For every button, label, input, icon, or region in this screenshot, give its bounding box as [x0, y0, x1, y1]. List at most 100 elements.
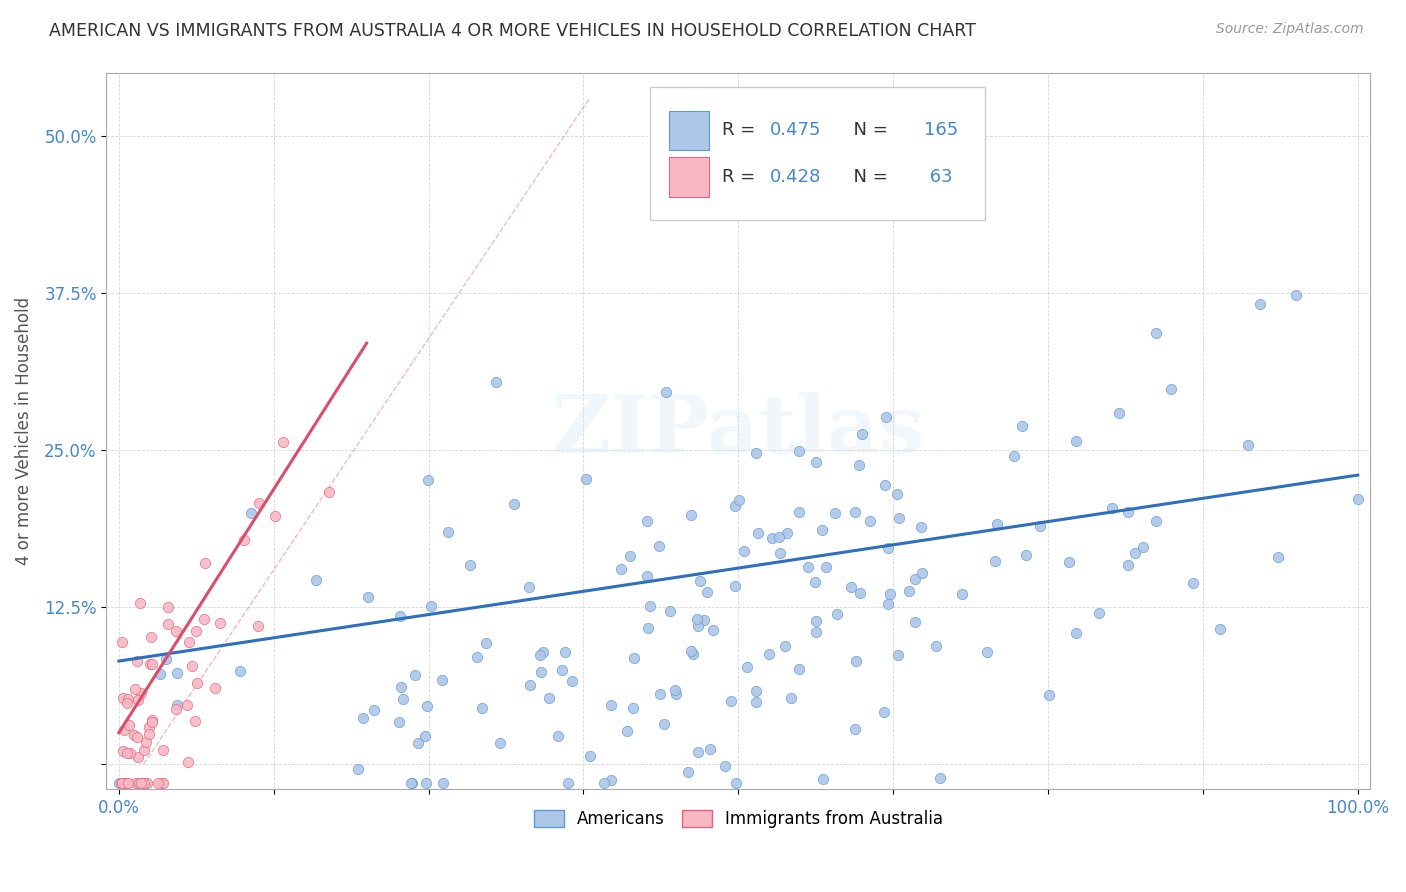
Point [1101, 501, 1123, 516]
Point [404, 667, 426, 681]
Point [389, 608, 412, 623]
Point [401, 776, 423, 790]
Y-axis label: 4 or more Vehicles in Household: 4 or more Vehicles in Household [15, 297, 32, 566]
Point [152, 776, 174, 790]
Point [531, 645, 554, 659]
Point [108, 776, 131, 790]
Point [728, 493, 751, 508]
Point [186, 624, 208, 639]
Point [1088, 606, 1111, 620]
Point [789, 505, 811, 519]
Point [599, 698, 621, 712]
Point [165, 702, 187, 716]
Text: Source: ZipAtlas.com: Source: ZipAtlas.com [1216, 22, 1364, 37]
Point [724, 499, 747, 513]
Point [547, 729, 569, 743]
Point [111, 634, 134, 648]
Point [682, 647, 704, 661]
Point [664, 682, 686, 697]
Point [129, 776, 152, 790]
Point [432, 776, 454, 790]
Point [640, 599, 662, 614]
Point [768, 530, 790, 544]
Point [983, 554, 1005, 568]
Point [1209, 622, 1232, 636]
Text: R =: R = [721, 168, 761, 186]
Point [623, 651, 645, 665]
Point [247, 496, 270, 510]
Point [418, 473, 440, 487]
Point [579, 749, 602, 764]
Point [305, 574, 328, 588]
Point [575, 472, 598, 486]
Point [986, 516, 1008, 531]
Point [246, 619, 269, 633]
Point [1236, 438, 1258, 452]
Point [787, 662, 810, 676]
Point [814, 559, 837, 574]
Point [714, 759, 737, 773]
Point [149, 667, 172, 681]
Point [122, 728, 145, 742]
Point [127, 692, 149, 706]
Point [1064, 626, 1087, 640]
Point [346, 762, 368, 776]
Point [537, 690, 560, 705]
Point [529, 648, 551, 662]
Point [776, 526, 799, 541]
Point [877, 541, 900, 555]
Point [724, 579, 747, 593]
Point [758, 647, 780, 661]
Point [1181, 575, 1204, 590]
Point [904, 572, 927, 586]
Point [392, 692, 415, 706]
Point [599, 773, 621, 788]
Point [136, 776, 159, 790]
Point [389, 680, 412, 694]
Point [636, 514, 658, 528]
Point [388, 714, 411, 729]
Point [1002, 450, 1025, 464]
Point [155, 651, 177, 665]
Point [240, 506, 263, 520]
Point [787, 444, 810, 458]
Point [859, 514, 882, 528]
Point [889, 511, 911, 525]
Point [148, 776, 170, 790]
Point [886, 487, 908, 501]
Text: 165: 165 [924, 121, 959, 139]
Point [1038, 689, 1060, 703]
Point [875, 477, 897, 491]
Point [530, 665, 553, 679]
Point [118, 718, 141, 732]
Point [689, 574, 711, 588]
Point [229, 664, 252, 678]
Point [139, 630, 162, 644]
Point [702, 624, 724, 638]
Point [420, 599, 443, 614]
Point [744, 684, 766, 698]
Point [117, 776, 139, 790]
Point [681, 508, 703, 523]
Point [1118, 505, 1140, 519]
Point [851, 427, 873, 442]
Point [686, 612, 709, 626]
Point [929, 772, 952, 786]
Point [1160, 382, 1182, 396]
Point [416, 698, 439, 713]
Point [737, 660, 759, 674]
Point [115, 776, 138, 790]
Point [111, 776, 134, 790]
Point [180, 659, 202, 673]
Point [132, 743, 155, 757]
Point [356, 591, 378, 605]
Point [128, 596, 150, 610]
Point [186, 675, 208, 690]
Point [637, 621, 659, 635]
Point [652, 716, 675, 731]
Point [471, 701, 494, 715]
Point [1347, 491, 1369, 506]
Point [875, 409, 897, 424]
Point [950, 587, 973, 601]
Point [910, 520, 932, 534]
